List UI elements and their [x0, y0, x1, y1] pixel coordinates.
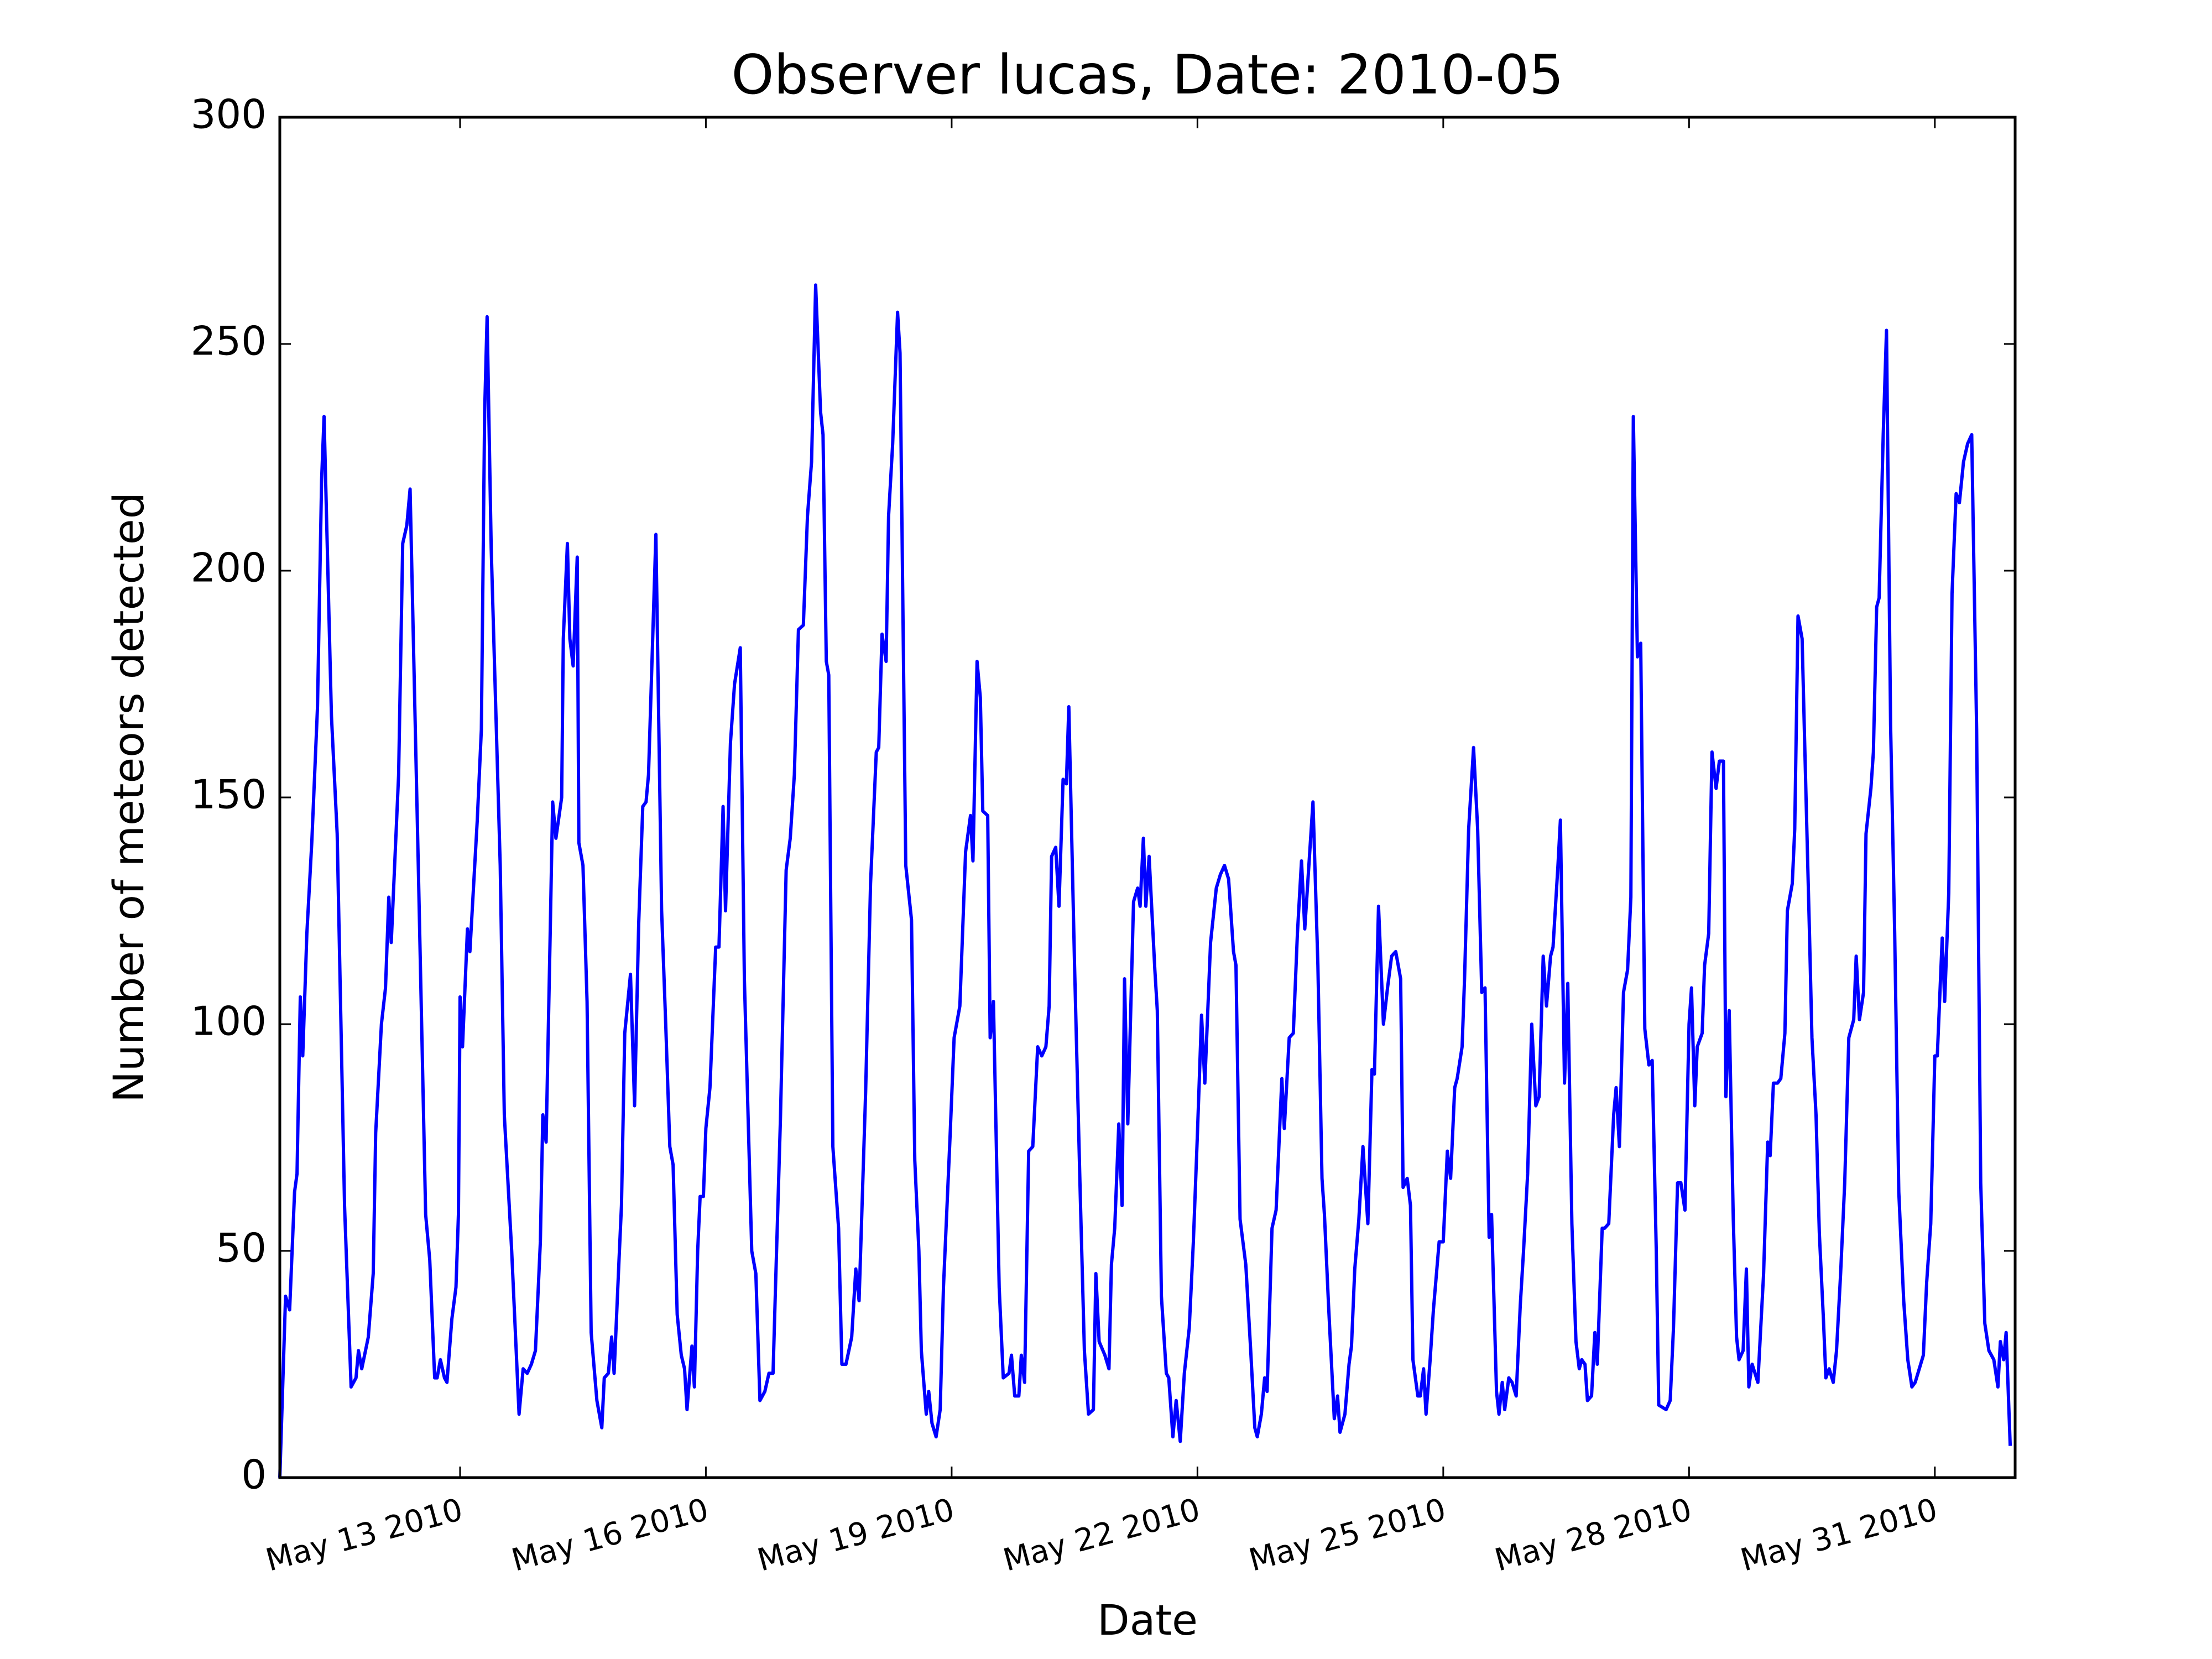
y-tick-label: 50 — [216, 1225, 267, 1271]
x-axis-label: Date — [1097, 1595, 1198, 1645]
y-tick-label: 300 — [191, 91, 267, 138]
y-tick-label: 100 — [191, 998, 267, 1045]
y-tick-label: 150 — [191, 771, 267, 818]
chart-title: Observer lucas, Date: 2010-05 — [731, 44, 1563, 107]
data-line — [278, 283, 2012, 1478]
y-tick-label: 200 — [191, 545, 267, 591]
y-tick-label: 250 — [191, 318, 267, 364]
y-tick-label: 0 — [241, 1452, 267, 1498]
y-axis-label: Number of meteors detected — [104, 492, 153, 1103]
axes-frame — [278, 116, 2017, 1479]
